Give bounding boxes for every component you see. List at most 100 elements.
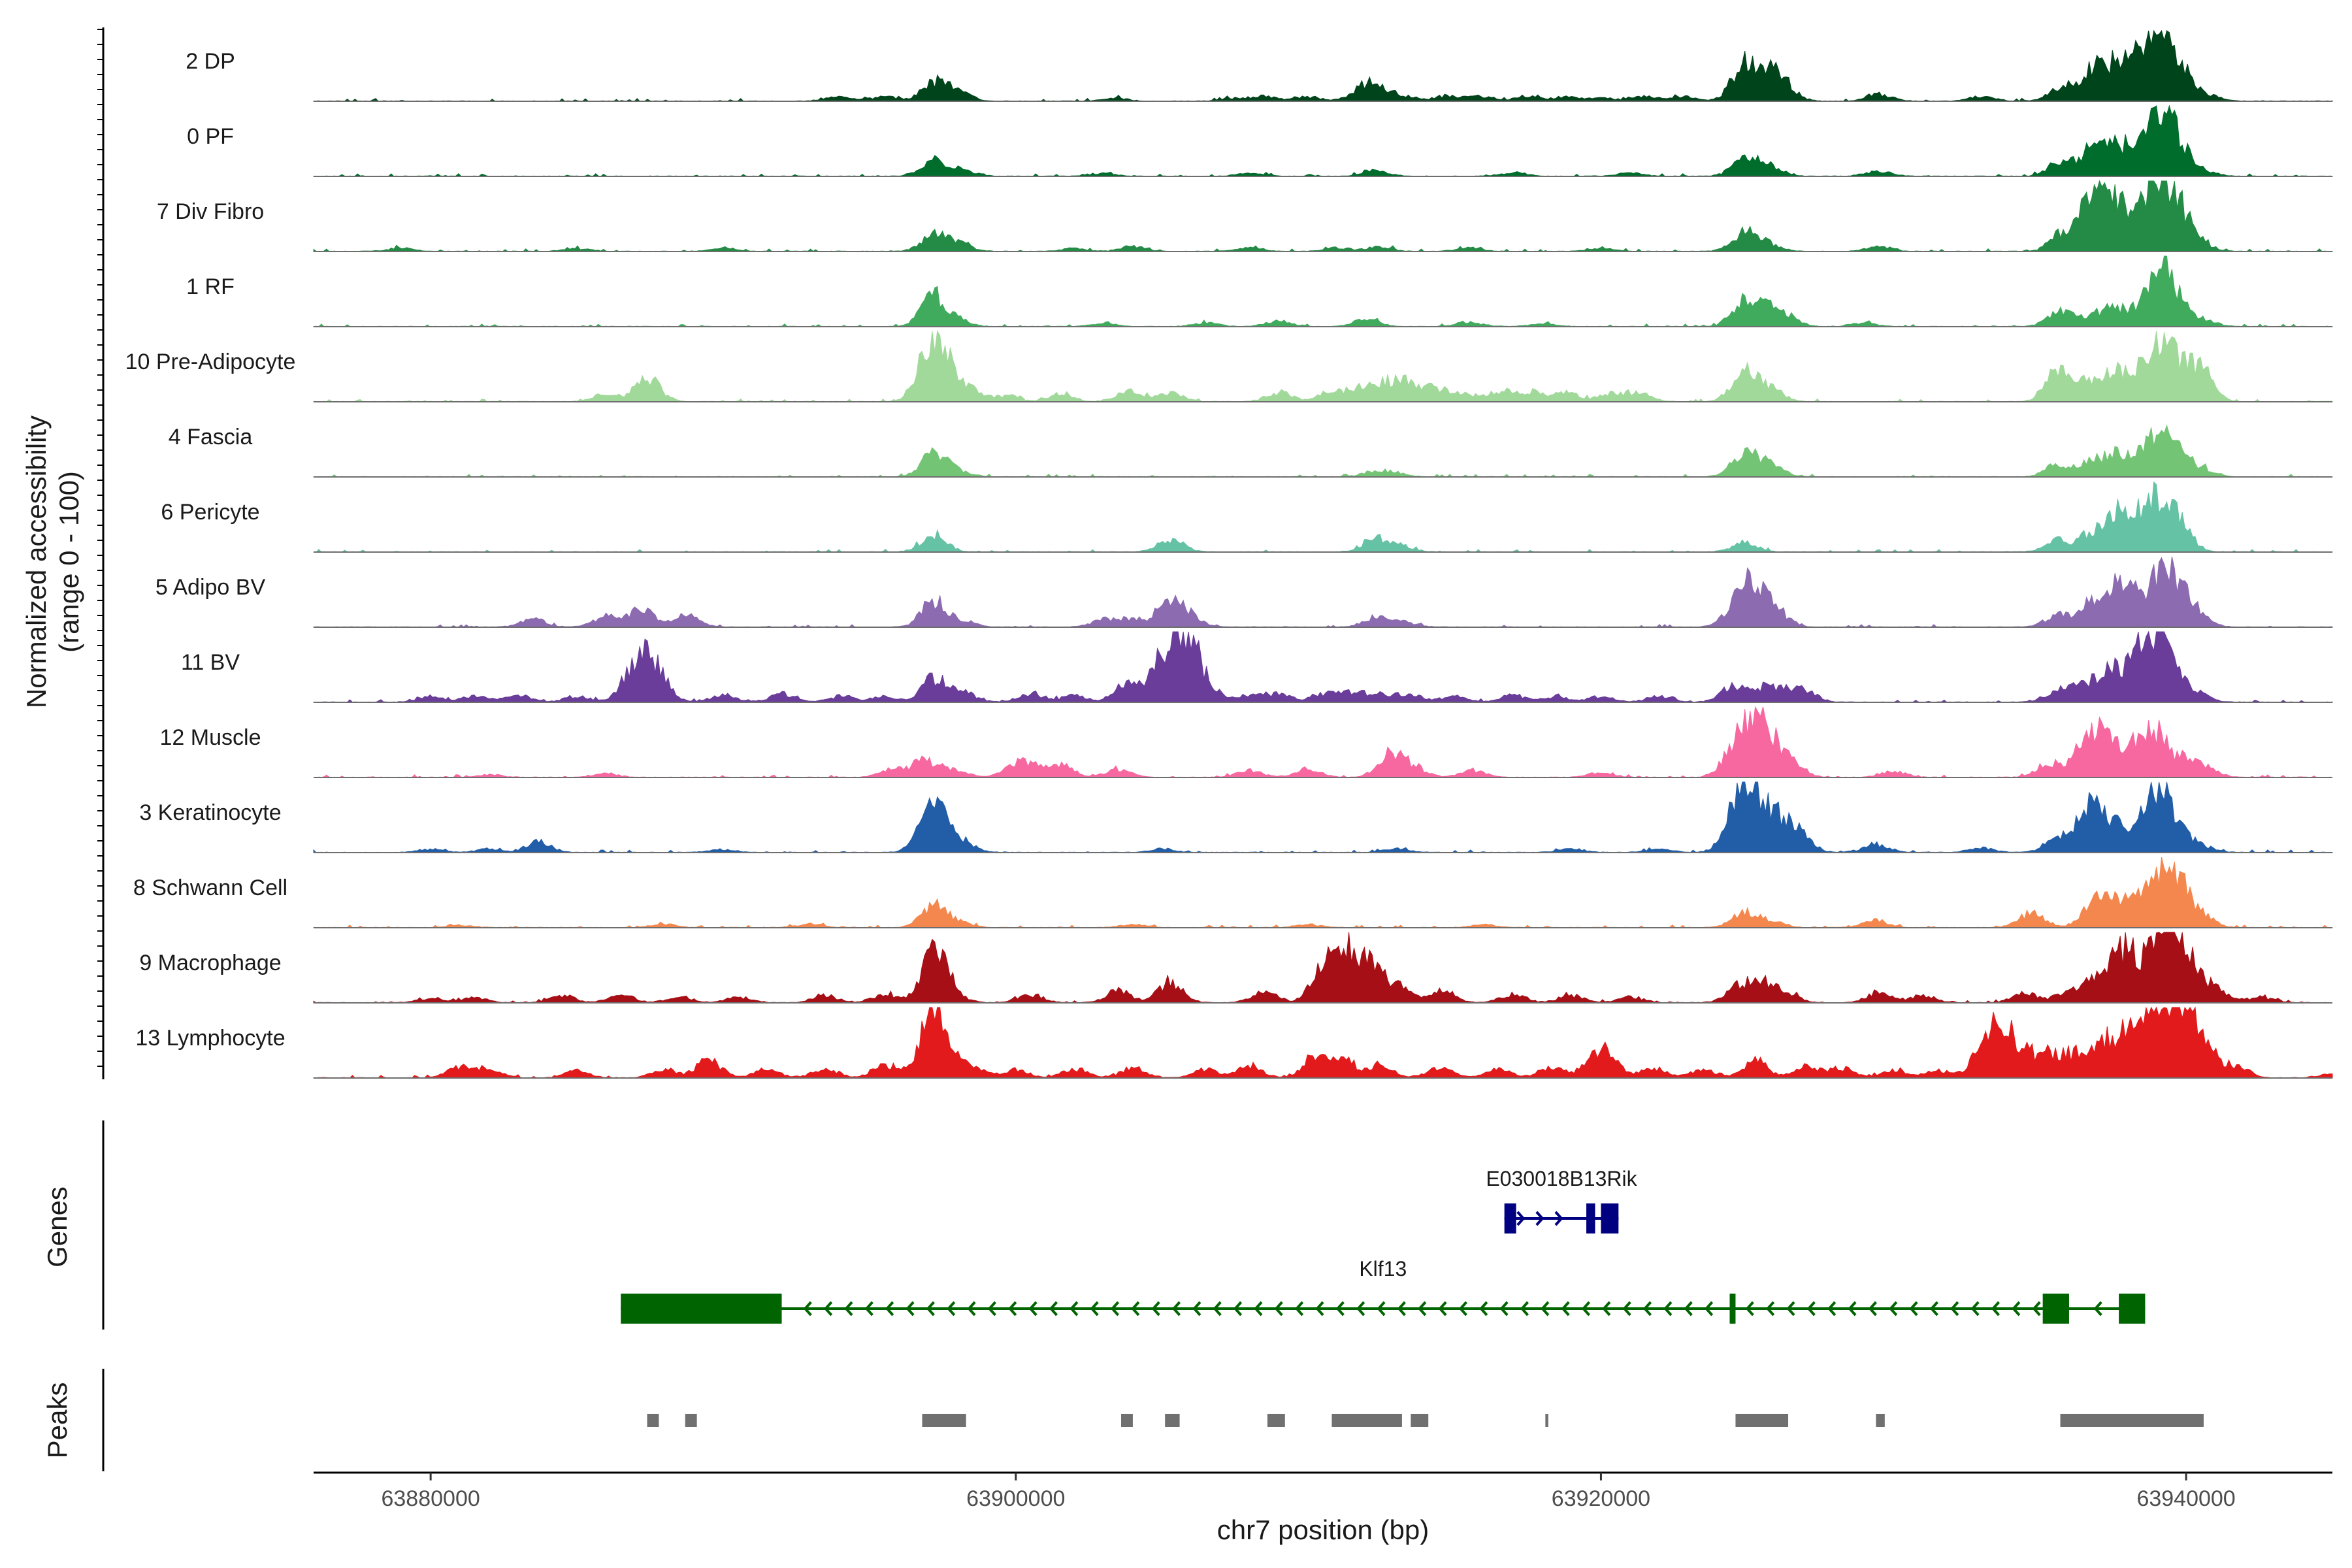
strand-arrow [2093, 1301, 2102, 1316]
track-label: 1 RF [186, 274, 235, 299]
y-axis-title-line-2: (range 0 - 100) [54, 471, 84, 653]
coverage-area [313, 857, 2333, 928]
coverage-tracks: 2 DP 0 PF 7 Div Fibro 1 RF 10 Pre-Adipocyte 4… [125, 29, 2333, 1079]
peak-region [1267, 1414, 1285, 1427]
x-axis-title: chr7 position (bp) [1217, 1514, 1429, 1545]
strand-arrow [1274, 1301, 1283, 1316]
strand-arrow [1704, 1301, 1714, 1316]
track-9-macrophage: 9 Macrophage [139, 932, 2333, 1004]
peak-region [1411, 1414, 1429, 1427]
gene-label: Klf13 [1359, 1257, 1407, 1281]
peak-region [1165, 1414, 1180, 1427]
strand-arrow [1786, 1301, 1795, 1316]
strand-arrow [1889, 1301, 1898, 1316]
strand-arrow [885, 1301, 894, 1316]
track-3-keratinocyte: 3 Keratinocyte [139, 781, 2333, 853]
track-label: 8 Schwann Cell [133, 875, 287, 900]
track-label: 11 BV [181, 650, 240, 675]
strand-arrow [1131, 1301, 1140, 1316]
track-5-adipo-bv: 5 Adipo BV [155, 556, 2333, 628]
peak-regions [647, 1414, 2204, 1427]
x-tick-label: 63900000 [966, 1486, 1065, 1511]
strand-arrow [1151, 1301, 1160, 1316]
track-label: 3 Keratinocyte [139, 800, 281, 825]
track-4-fascia: 4 Fascia [169, 424, 2333, 478]
strand-arrow [1110, 1301, 1120, 1316]
track-label: 4 Fascia [169, 425, 253, 449]
strand-arrow [1254, 1301, 1263, 1316]
strand-arrow [1233, 1301, 1243, 1316]
strand-arrow [1090, 1301, 1099, 1316]
strand-arrow [1049, 1301, 1058, 1316]
peak-region [2060, 1414, 2204, 1427]
track-label: 0 PF [187, 124, 234, 149]
strand-arrow [1397, 1301, 1406, 1316]
y-axis-title-line-1: Normalized accessibility [21, 416, 52, 708]
strand-arrow [1377, 1301, 1386, 1316]
track-label: 12 Muscle [160, 725, 261, 750]
coverage-area [313, 180, 2333, 252]
strand-arrow [1581, 1301, 1591, 1316]
strand-arrow [1356, 1301, 1365, 1316]
track-label: 6 Pericyte [161, 500, 259, 525]
coverage-area [313, 481, 2333, 553]
track-label: 7 Div Fibro [157, 199, 264, 224]
gene-klf13: Klf13 [621, 1257, 2146, 1324]
peak-region [1121, 1414, 1133, 1427]
strand-arrow [967, 1301, 976, 1316]
strand-arrow [1070, 1301, 1079, 1316]
strand-arrow [1458, 1301, 1467, 1316]
coverage-area [313, 29, 2333, 102]
strand-arrow [1684, 1301, 1693, 1316]
strand-arrow [1766, 1301, 1775, 1316]
peak-region [685, 1414, 697, 1427]
strand-arrow [1213, 1301, 1222, 1316]
strand-arrow [926, 1301, 935, 1316]
strand-arrow [1008, 1301, 1017, 1316]
track-label: 5 Adipo BV [155, 575, 266, 600]
coverage-area [313, 255, 2333, 327]
coverage-area [313, 105, 2333, 177]
strand-arrow [1561, 1301, 1570, 1316]
exon [2042, 1294, 2069, 1324]
strand-arrow [1541, 1301, 1550, 1316]
strand-arrow [906, 1301, 915, 1316]
genes-panel-title: Genes [42, 1186, 73, 1267]
track-7-div-fibro: 7 Div Fibro [157, 180, 2333, 252]
track-0-pf: 0 PF [187, 105, 2333, 177]
peaks-panel-title: Peaks [42, 1382, 73, 1459]
strand-arrow [987, 1301, 996, 1316]
gene-label: E030018B13Rik [1486, 1167, 1637, 1190]
strand-arrow [2012, 1301, 2021, 1316]
gene-annotations: E030018B13Rik Klf13 [621, 1167, 2146, 1324]
exon [1586, 1203, 1595, 1233]
strand-arrow [1602, 1301, 1611, 1316]
coverage-area [313, 330, 2333, 402]
strand-arrow [1438, 1301, 1447, 1316]
strand-arrow [1991, 1301, 2001, 1316]
exon [1504, 1203, 1516, 1233]
strand-arrow [1745, 1301, 1754, 1316]
coverage-area [313, 706, 2333, 778]
y-axis [97, 27, 105, 1079]
strand-arrow [1535, 1211, 1544, 1226]
strand-arrow [2032, 1301, 2041, 1316]
track-1-rf: 1 RF [186, 255, 2333, 327]
x-axis: 63880000 63900000 63920000 63940000 [314, 1471, 2332, 1511]
coverage-area [313, 424, 2333, 478]
strand-arrow [824, 1301, 833, 1316]
x-tick-label: 63920000 [1552, 1486, 1650, 1511]
peak-region [1735, 1414, 1789, 1427]
strand-arrow [1622, 1301, 1631, 1316]
strand-arrow [1848, 1301, 1857, 1316]
x-tick-label: 63880000 [381, 1486, 480, 1511]
strand-arrow [844, 1301, 853, 1316]
strand-arrow [1868, 1301, 1877, 1316]
coverage-area [313, 932, 2333, 1004]
strand-arrow [1970, 1301, 1980, 1316]
track-label: 2 DP [186, 49, 235, 74]
track-8-schwann-cell: 8 Schwann Cell [133, 857, 2333, 928]
peak-region [1876, 1414, 1885, 1427]
strand-arrow [864, 1301, 874, 1316]
track-6-pericyte: 6 Pericyte [161, 481, 2333, 553]
